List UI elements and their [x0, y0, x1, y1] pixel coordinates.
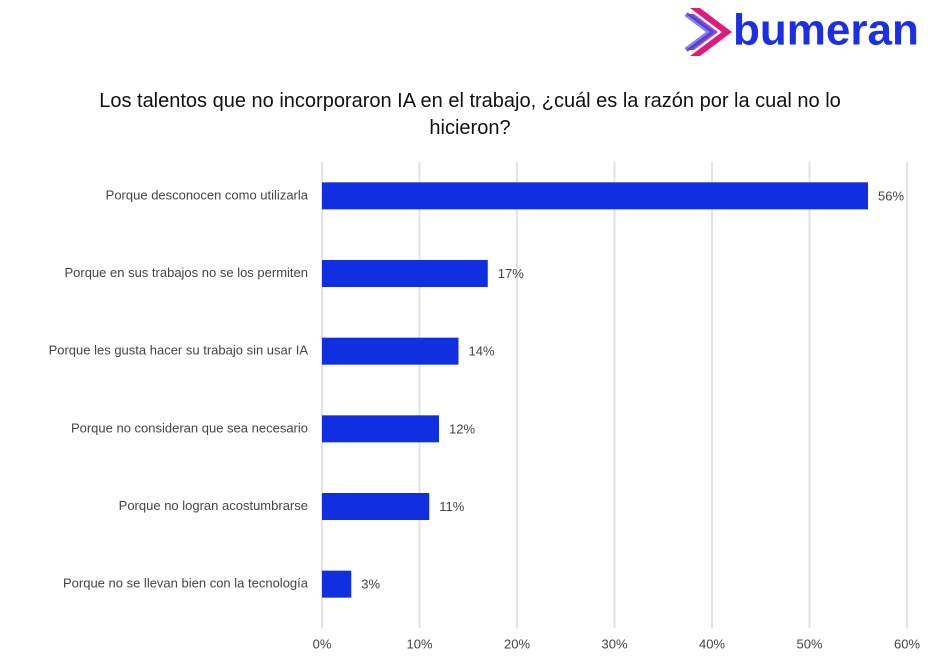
- x-tick-label: 0%: [313, 636, 332, 651]
- bar: [322, 182, 868, 210]
- logo-icon: [684, 8, 732, 56]
- value-label: 3%: [361, 577, 380, 592]
- value-label: 17%: [498, 266, 524, 281]
- x-tick-label: 30%: [601, 636, 627, 651]
- x-tick-label: 50%: [796, 636, 822, 651]
- x-tick-label: 10%: [406, 636, 432, 651]
- chart-title: Los talentos que no incorporaron IA en e…: [99, 90, 841, 139]
- value-label: 12%: [449, 421, 475, 436]
- value-label: 14%: [469, 344, 495, 359]
- bar: [322, 260, 488, 287]
- y-tick-label: Porque en sus trabajos no se los permite…: [64, 265, 308, 280]
- bar: [322, 337, 459, 365]
- x-tick-label: 40%: [699, 636, 725, 651]
- x-tick-label: 60%: [894, 636, 920, 651]
- y-tick-label: Porque no se llevan bien con la tecnolog…: [63, 576, 309, 591]
- bar: [322, 493, 430, 520]
- bar: [322, 415, 439, 443]
- value-label: 11%: [439, 499, 464, 514]
- y-tick-label: Porque desconocen como utilizarla: [106, 187, 309, 202]
- value-label: 56%: [878, 188, 904, 203]
- bar: [322, 570, 352, 598]
- brand-logo: bumeran: [733, 6, 919, 55]
- x-tick-label: 20%: [504, 636, 530, 651]
- y-tick-label: Porque les gusta hacer su trabajo sin us…: [49, 343, 309, 358]
- y-tick-label: Porque no logran acostumbrarse: [119, 498, 308, 513]
- y-tick-label: Porque no consideran que sea necesario: [71, 420, 308, 435]
